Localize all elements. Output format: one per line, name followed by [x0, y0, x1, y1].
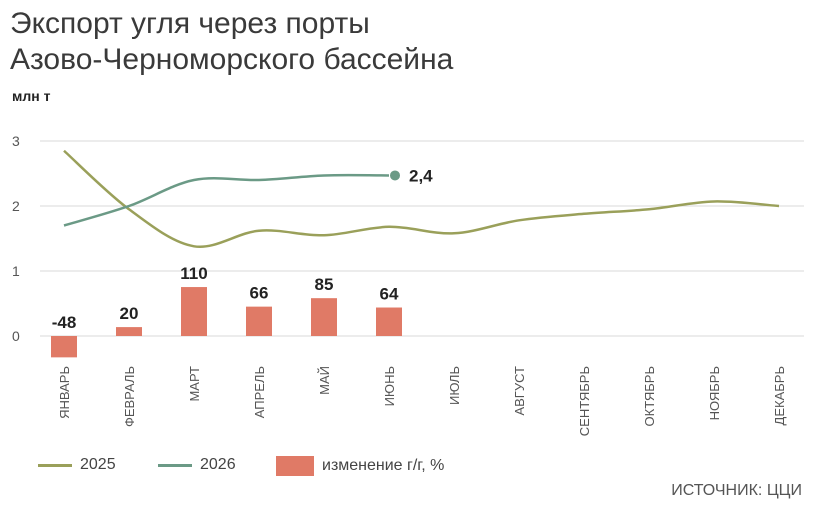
legend-item-change: изменение г/г, %: [276, 456, 444, 476]
line-2025: [63, 149, 780, 249]
y-tick-label: 1: [12, 263, 20, 279]
x-tick-label: МАЙ: [317, 366, 332, 395]
chart-canvas: 0 1 2 3 -48 20 110 66 85 64 2,4 ЯНВАРЬ ФЕВРАЛЬ МАРТ АП…: [12, 133, 804, 436]
line-2026-end-marker: [390, 170, 400, 181]
bar-data-label: -48: [52, 313, 77, 332]
bar-data-label: 20: [120, 304, 139, 323]
legend-label-2025: 2025: [80, 456, 116, 473]
x-tick-label: ИЮЛЬ: [447, 366, 462, 405]
title-line-2: Азово-Черноморского бассейна: [10, 43, 454, 76]
x-tick-label: ОКТЯБРЬ: [642, 366, 657, 426]
legend-swatch-2026: [158, 463, 192, 467]
bar: [181, 287, 207, 336]
bar-data-label: 110: [180, 264, 207, 283]
x-tick-label: АПРЕЛЬ: [252, 366, 267, 418]
x-tick-label: МАРТ: [187, 366, 202, 402]
x-tick-label: СЕНТЯБРЬ: [577, 366, 592, 436]
line-2026-end-label: 2,4: [409, 166, 433, 185]
chart-title: Экспорт угля через порты Азово-Черноморс…: [10, 6, 453, 78]
x-tick-label: АВГУСТ: [512, 366, 527, 416]
legend-item-2025: 2025: [38, 456, 116, 474]
y-axis-unit: млн т: [12, 88, 51, 104]
bar: [376, 307, 402, 336]
source-note: ИСТОЧНИК: ЦЦИ: [671, 482, 802, 499]
legend-swatch-change: [276, 456, 314, 476]
bar: [51, 336, 77, 358]
title-line-1: Экспорт угля через порты: [10, 7, 370, 40]
y-tick-label: 2: [12, 198, 20, 214]
y-tick-label: 3: [12, 133, 20, 149]
bar-data-label: 64: [380, 285, 399, 304]
legend-label-change: изменение г/г, %: [322, 457, 445, 474]
bar: [311, 298, 337, 336]
bar: [246, 306, 272, 336]
x-tick-label: ЯНВАРЬ: [57, 366, 72, 419]
x-tick-label: ФЕВРАЛЬ: [122, 366, 137, 427]
legend-label-2026: 2026: [200, 456, 236, 473]
x-tick-label: ДЕКАБРЬ: [772, 366, 787, 425]
legend-swatch-2025: [38, 463, 72, 467]
y-tick-label: 0: [12, 328, 20, 344]
bar: [116, 327, 142, 336]
legend-item-2026: 2026: [158, 456, 236, 474]
bar-data-label: 66: [250, 284, 269, 303]
x-tick-label: НОЯБРЬ: [707, 366, 722, 420]
x-tick-label: ИЮНЬ: [382, 366, 397, 406]
line-2026: [63, 173, 390, 227]
bar-data-label: 85: [315, 275, 334, 294]
